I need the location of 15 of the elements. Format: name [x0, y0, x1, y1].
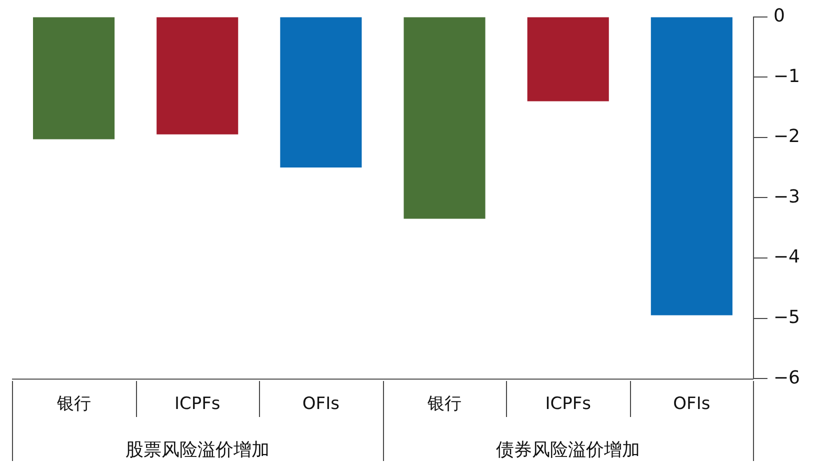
y-tick-label: −3	[773, 186, 800, 208]
x-tick-label: ICPFs	[174, 394, 220, 414]
x-tick-label: OFIs	[302, 394, 340, 414]
text: 债券风险溢价增加	[496, 439, 640, 460]
x-tick-label: 银行	[426, 394, 462, 414]
x-tick-label: 银行	[56, 394, 91, 414]
x-tick-label: ICPFs	[545, 394, 592, 414]
text: 股票风险溢价增加	[125, 439, 270, 460]
y-tick-label: −2	[773, 126, 800, 148]
y-tick-label: 0	[773, 5, 785, 26]
y-tick-label: −4	[773, 246, 800, 268]
y-tick-label: −6	[773, 367, 800, 388]
x-tick-label: OFIs	[673, 394, 710, 414]
y-tick-label: −1	[773, 66, 800, 87]
y-tick-label: −5	[773, 306, 800, 328]
